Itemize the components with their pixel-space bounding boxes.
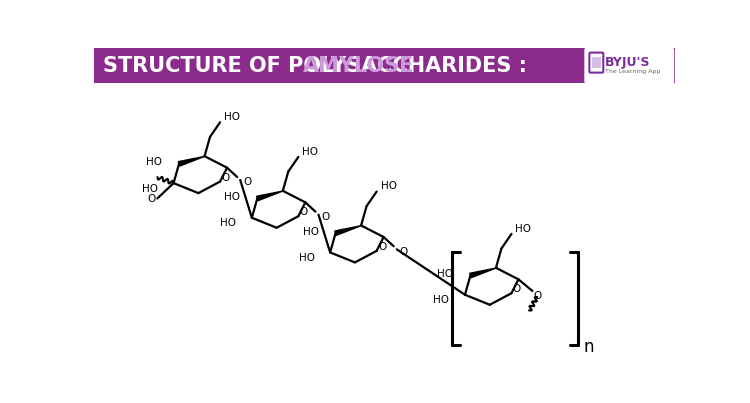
Text: HO: HO bbox=[224, 192, 240, 202]
Text: BYJU'S: BYJU'S bbox=[605, 56, 651, 69]
Text: STRUCTURE OF POLYSACCHARIDES :: STRUCTURE OF POLYSACCHARIDES : bbox=[103, 56, 534, 76]
Text: HO: HO bbox=[302, 226, 319, 237]
Bar bbox=[94, 48, 675, 83]
FancyBboxPatch shape bbox=[94, 48, 588, 83]
Polygon shape bbox=[470, 268, 496, 278]
Text: n: n bbox=[584, 338, 594, 356]
Text: O: O bbox=[400, 247, 408, 257]
Text: O: O bbox=[533, 291, 542, 301]
Text: HO: HO bbox=[298, 253, 315, 263]
Text: HO: HO bbox=[515, 224, 531, 234]
Polygon shape bbox=[335, 226, 362, 235]
Text: HO: HO bbox=[146, 157, 162, 167]
Text: HO: HO bbox=[433, 295, 449, 305]
Text: AMYLOSE: AMYLOSE bbox=[302, 56, 414, 76]
Text: HO: HO bbox=[220, 218, 236, 228]
Bar bbox=[592, 57, 601, 68]
Text: O: O bbox=[221, 173, 230, 183]
Text: HO: HO bbox=[380, 181, 397, 191]
Text: O: O bbox=[513, 285, 521, 294]
Text: HO: HO bbox=[302, 147, 318, 156]
Text: The Learning App: The Learning App bbox=[605, 69, 661, 74]
Text: O: O bbox=[243, 177, 251, 187]
Polygon shape bbox=[256, 191, 283, 201]
Text: O: O bbox=[300, 208, 308, 217]
Text: O: O bbox=[147, 194, 155, 204]
FancyBboxPatch shape bbox=[584, 48, 674, 84]
Text: HO: HO bbox=[437, 269, 453, 279]
Text: HO: HO bbox=[224, 112, 240, 122]
Text: HO: HO bbox=[142, 183, 158, 193]
Text: O: O bbox=[321, 212, 329, 222]
Text: O: O bbox=[378, 242, 386, 252]
Polygon shape bbox=[178, 156, 205, 166]
